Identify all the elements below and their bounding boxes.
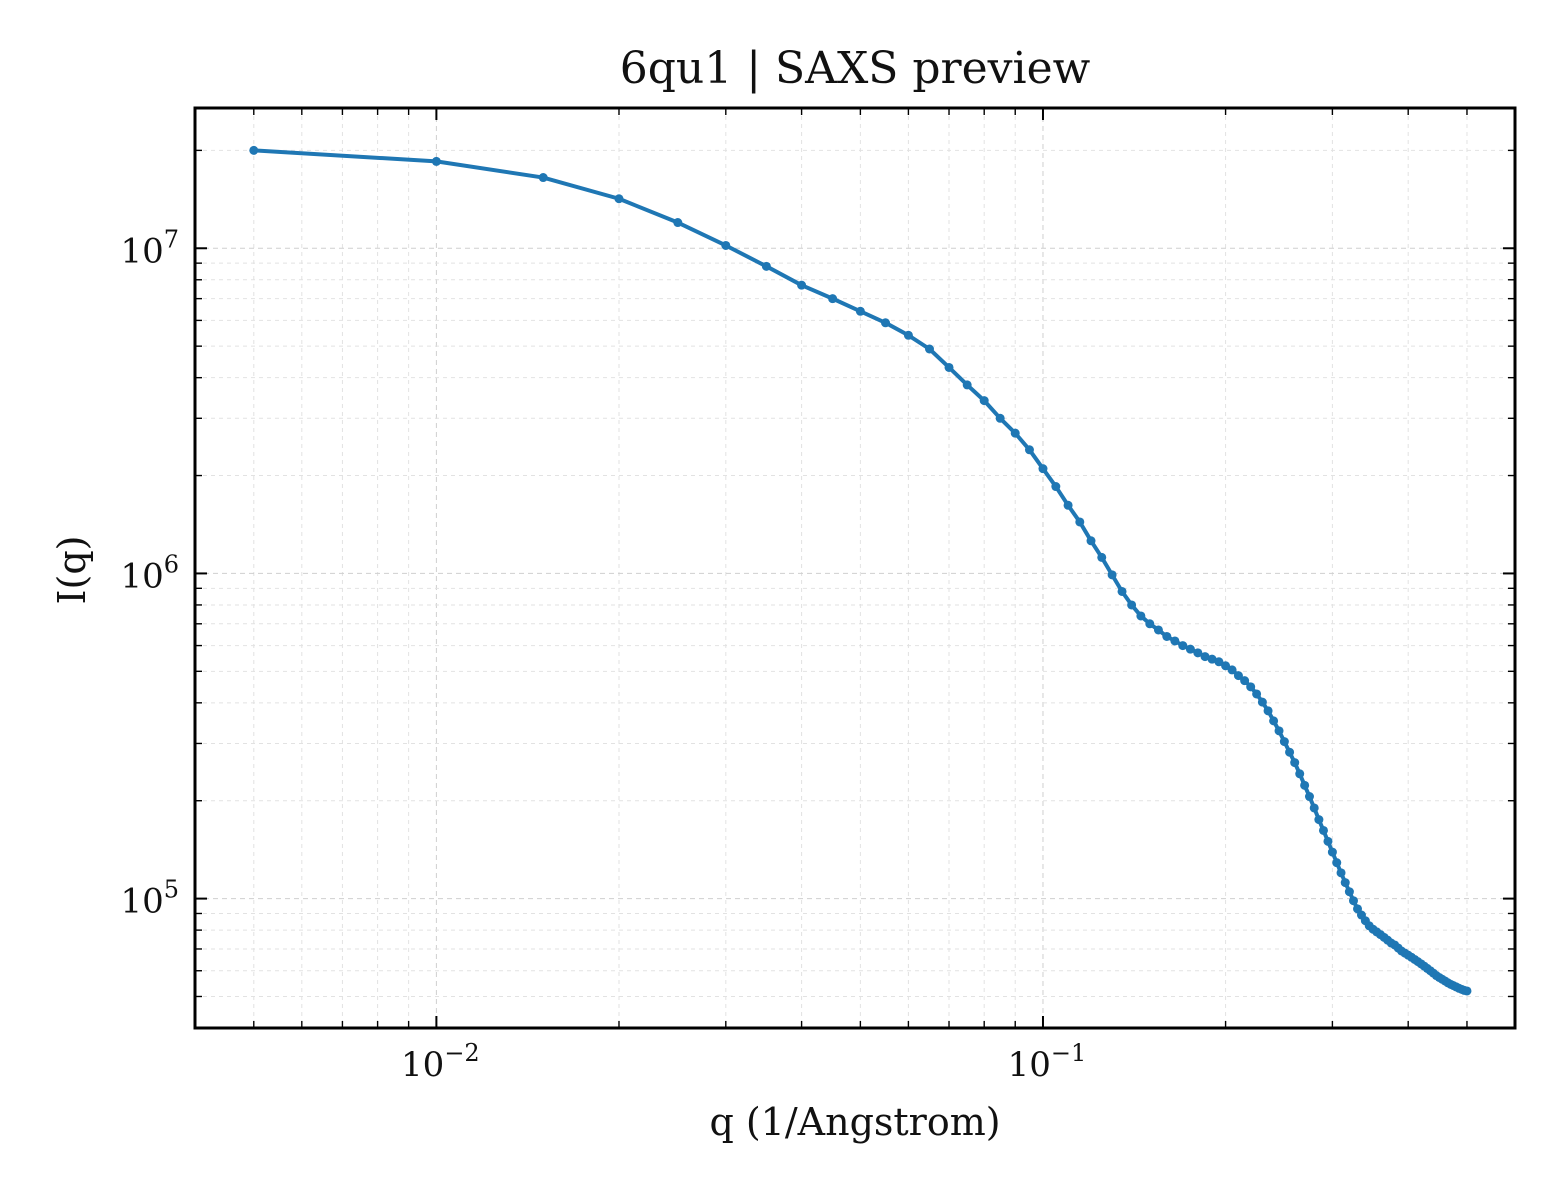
data-point — [1170, 636, 1180, 646]
data-point — [828, 294, 838, 304]
data-point — [1279, 737, 1289, 747]
x-axis-label: q (1/Angstrom) — [709, 1100, 1000, 1144]
data-point — [903, 330, 913, 340]
y-tick-labels: 105 106 107 — [120, 225, 179, 921]
data-point — [431, 156, 441, 166]
data-point — [1097, 552, 1107, 562]
data-point — [1233, 671, 1243, 681]
data-point — [1193, 648, 1203, 658]
x-tick-label: 10−2 — [401, 1039, 480, 1085]
data-point — [1348, 896, 1358, 906]
data-point — [1314, 815, 1324, 825]
y-tick-label: 105 — [120, 876, 179, 922]
data-point — [1290, 758, 1300, 768]
data-point — [1107, 570, 1117, 580]
y-tick-label: 107 — [120, 225, 179, 271]
data-point — [1086, 536, 1096, 546]
data-point — [880, 318, 890, 328]
data-point — [1323, 836, 1333, 846]
data-point — [1117, 586, 1127, 596]
grid-lines — [194, 108, 1516, 1029]
data-point — [538, 173, 548, 183]
data-point — [1162, 631, 1172, 641]
data-point — [1185, 644, 1195, 654]
data-point — [721, 240, 731, 250]
data-point — [1010, 428, 1020, 438]
data-series — [249, 145, 1472, 996]
data-point — [1063, 500, 1073, 510]
data-point — [1214, 657, 1224, 667]
data-point — [1257, 697, 1267, 707]
data-point — [1221, 661, 1231, 671]
data-point — [673, 218, 683, 228]
data-point — [1075, 517, 1085, 527]
chart-title: 6qu1 | SAXS preview — [620, 43, 1091, 94]
data-point — [855, 306, 865, 316]
data-point — [1127, 600, 1137, 610]
data-point — [1318, 825, 1328, 835]
data-point — [1227, 665, 1237, 675]
data-point — [1332, 858, 1342, 868]
data-point — [1344, 887, 1354, 897]
x-tick-label: 10−1 — [1008, 1039, 1087, 1085]
data-point — [1340, 878, 1350, 888]
data-point — [1153, 625, 1163, 635]
data-point — [1263, 706, 1273, 716]
data-point — [1240, 676, 1250, 686]
data-point — [1336, 868, 1346, 878]
axis-ticks — [194, 108, 1516, 1029]
data-point — [1038, 464, 1048, 474]
plot-frame — [193, 106, 1517, 1030]
data-point — [1178, 641, 1188, 651]
data-point — [1136, 611, 1146, 621]
data-point — [924, 344, 934, 354]
data-point — [1309, 803, 1319, 813]
data-point — [1024, 445, 1034, 455]
data-point — [944, 362, 954, 372]
data-point — [1051, 482, 1061, 492]
data-point — [1327, 847, 1337, 857]
data-point — [1295, 769, 1305, 779]
data-point — [979, 396, 989, 406]
data-point — [797, 280, 807, 290]
y-tick-label: 106 — [120, 550, 179, 596]
data-point — [1285, 747, 1295, 757]
data-point — [1300, 780, 1310, 790]
data-point — [1274, 726, 1284, 736]
x-tick-labels: 10−2 10−1 — [401, 1039, 1086, 1085]
data-point — [962, 380, 972, 390]
data-point — [1200, 652, 1210, 662]
data-point — [1246, 682, 1256, 692]
data-point — [1269, 716, 1279, 726]
data-point — [761, 261, 771, 271]
data-point — [1207, 654, 1217, 664]
data-point — [995, 413, 1005, 423]
data-point — [1145, 619, 1155, 629]
data-point — [1252, 689, 1262, 699]
data-point — [614, 194, 624, 204]
data-point — [249, 145, 259, 155]
data-point — [1304, 792, 1314, 802]
y-axis-label: I(q) — [50, 536, 94, 605]
data-point — [1462, 986, 1472, 996]
